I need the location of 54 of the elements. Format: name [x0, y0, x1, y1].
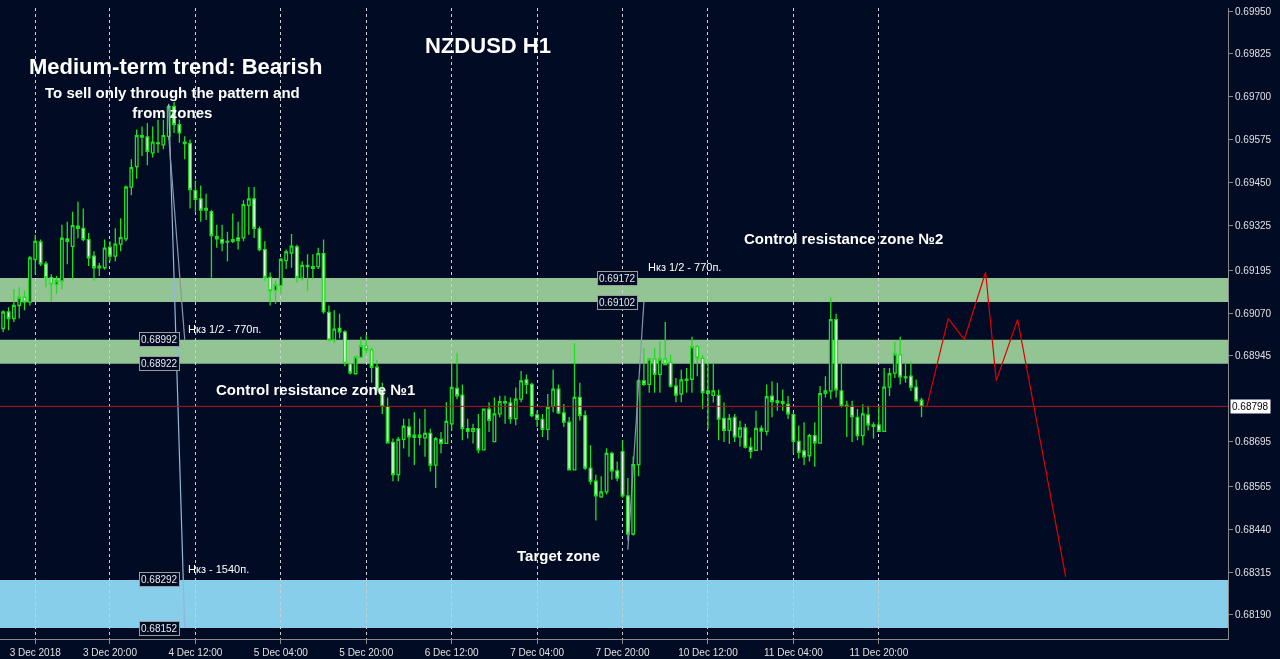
candlestick [871, 421, 876, 440]
x-tick-label: 4 Dec 12:00 [168, 647, 223, 658]
x-tick-label: 7 Dec 04:00 [510, 647, 565, 658]
x-tick-label: 7 Dec 20:00 [595, 647, 650, 658]
x-tick-label: 5 Dec 20:00 [339, 647, 394, 658]
candlestick [273, 280, 278, 305]
y-tick-label: 0.68315 [1235, 566, 1272, 578]
y-tick-label: 0.69575 [1235, 134, 1272, 146]
x-tick-label: 11 Dec 04:00 [764, 647, 824, 658]
band-label: Нкз - 1540п. [188, 563, 250, 575]
candlestick [545, 393, 550, 441]
annotation: 0.69172 [599, 273, 636, 284]
y-tick-label: 0.69325 [1235, 220, 1272, 232]
band-label: Нкз 1/2 - 770п. [648, 261, 722, 273]
x-tick-label: 10 Dec 12:00 [678, 647, 739, 658]
annotation: Medium-term trend: Bearish [29, 54, 323, 79]
text: NZDUSD H1 [425, 32, 551, 58]
y-tick-label: 0.69950 [1235, 5, 1272, 17]
candlestick [850, 400, 855, 443]
x-tick-label: 3 Dec 2018 [9, 647, 62, 658]
candlestick [305, 253, 310, 292]
y-tick-label: 0.68565 [1235, 480, 1272, 492]
annotation: 0.68922 [141, 358, 178, 369]
annotation: 0.68152 [141, 623, 178, 634]
candlestick [844, 400, 849, 438]
y-tick-label: 0.68945 [1235, 350, 1272, 362]
ref-line-label: 0.68798 [1232, 401, 1269, 412]
candlestick [289, 233, 294, 269]
band-label: Нкз 1/2 - 770п. [188, 323, 262, 335]
y-tick-label: 0.69700 [1235, 91, 1272, 103]
y-tick-label: 0.69195 [1235, 264, 1272, 276]
annotation: 0.68292 [141, 574, 178, 585]
candlestick [321, 238, 326, 315]
annotation: 0.68992 [141, 334, 178, 345]
y-tick-label: 0.68695 [1235, 436, 1272, 448]
annotation: Target zone [517, 547, 601, 564]
candlestick [780, 388, 785, 412]
y-tick-label: 0.69825 [1235, 48, 1272, 60]
candlestick [588, 444, 593, 486]
annotation: 0.69102 [599, 297, 636, 308]
candlestick [551, 369, 556, 413]
candlestick [193, 179, 198, 213]
line-series [926, 271, 1067, 578]
y-tick-label: 0.69070 [1235, 307, 1272, 319]
candlestick [903, 362, 908, 384]
y-tick-label: 0.69450 [1235, 177, 1272, 189]
x-tick-label: 5 Dec 04:00 [253, 647, 309, 658]
x-tick-label: 6 Dec 12:00 [424, 647, 480, 658]
x-tick-label: 11 Dec 20:00 [849, 647, 909, 658]
y-tick-label: 0.68190 [1235, 609, 1272, 621]
y-tick-label: 0.68440 [1235, 523, 1272, 535]
annotation: Control resistance zone №2 [744, 230, 944, 247]
x-tick-label: 3 Dec 20:00 [83, 647, 138, 658]
candlestick [209, 209, 214, 279]
